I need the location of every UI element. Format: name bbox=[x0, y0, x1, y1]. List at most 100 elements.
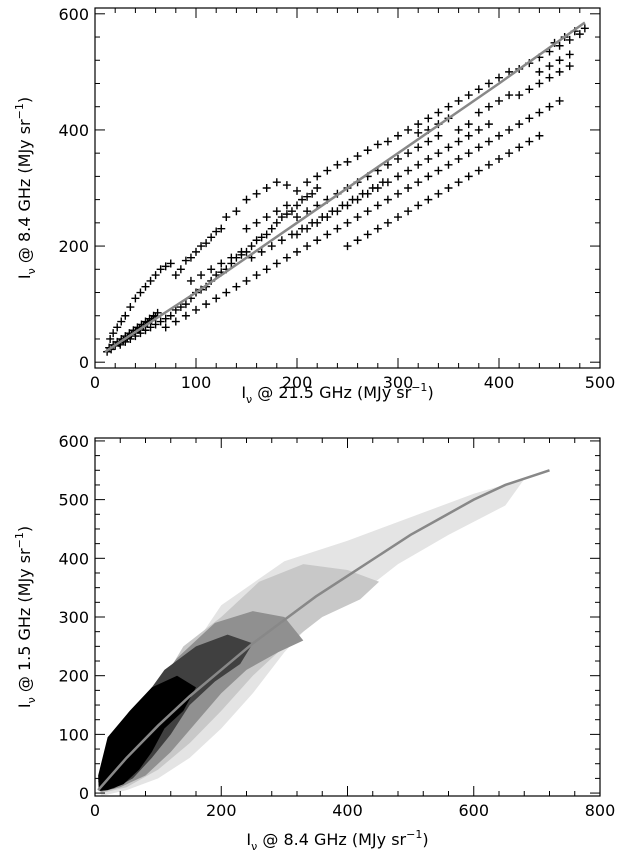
x-axis-label: Iν @ 8.4 GHz (MJy sr−1) bbox=[246, 828, 428, 853]
scatter-point bbox=[353, 213, 362, 222]
scatter-point bbox=[287, 230, 296, 239]
fit-line bbox=[104, 21, 586, 353]
scatter-point bbox=[373, 224, 382, 233]
scatter-point bbox=[348, 195, 357, 204]
scatter-point bbox=[424, 195, 433, 204]
scatter-point bbox=[197, 242, 206, 251]
scatter-point bbox=[434, 189, 443, 198]
scatter-point bbox=[414, 128, 423, 137]
scatter-point bbox=[505, 149, 514, 158]
scatter-point bbox=[166, 259, 175, 268]
scatter-point bbox=[313, 236, 322, 245]
scatter-point bbox=[515, 91, 524, 100]
scatter-point bbox=[434, 108, 443, 117]
scatter-point bbox=[484, 120, 493, 129]
scatter-point bbox=[106, 334, 115, 343]
scatter-point bbox=[414, 143, 423, 152]
scatter-point bbox=[565, 62, 574, 71]
scatter-point bbox=[495, 154, 503, 163]
scatter-point bbox=[555, 67, 564, 76]
scatter-point bbox=[117, 317, 126, 326]
scatter-point bbox=[181, 311, 190, 320]
scatter-point bbox=[308, 218, 317, 227]
scatter-point bbox=[252, 218, 261, 227]
scatter-point bbox=[156, 317, 165, 326]
scatter-point bbox=[113, 323, 122, 332]
scatter-point bbox=[141, 326, 150, 335]
scatter-point bbox=[151, 271, 160, 280]
scatter-point bbox=[308, 189, 317, 198]
scatter-point bbox=[358, 189, 367, 198]
x-tick-label: 0 bbox=[90, 373, 100, 392]
scatter-point bbox=[121, 311, 130, 320]
scatter-point bbox=[131, 294, 140, 303]
x-tick-label: 200 bbox=[206, 801, 237, 820]
scatter-point bbox=[505, 67, 514, 76]
x-tick-label: 600 bbox=[458, 801, 489, 820]
y-tick-label: 300 bbox=[58, 608, 89, 627]
scatter-point bbox=[161, 262, 170, 271]
scatter-point bbox=[555, 41, 564, 50]
scatter-point bbox=[454, 178, 463, 187]
scatter-point bbox=[525, 114, 534, 123]
scatter-point bbox=[262, 184, 271, 192]
density-layers bbox=[98, 479, 525, 796]
scatter-point bbox=[545, 102, 554, 111]
y-tick-label: 400 bbox=[58, 121, 89, 140]
scatter-point bbox=[242, 195, 251, 204]
y-tick-label: 200 bbox=[58, 237, 89, 256]
scatter-point bbox=[109, 329, 118, 338]
scatter-point bbox=[484, 160, 493, 169]
scatter-point bbox=[525, 85, 534, 94]
scatter-point bbox=[161, 314, 170, 323]
heatmap-panel: 0 200 400 600 800 0 100 200 300 400 500 600 Iν @ 8.4… bbox=[13, 432, 615, 853]
x-tick-label: 400 bbox=[332, 801, 363, 820]
scatter-point bbox=[277, 236, 286, 245]
scatter-point bbox=[146, 323, 155, 332]
scatter-point bbox=[404, 184, 413, 192]
scatter-point bbox=[303, 178, 312, 187]
scatter-point bbox=[383, 160, 392, 169]
scatter-point bbox=[394, 213, 402, 222]
scatter-point bbox=[368, 184, 377, 192]
scatter-point bbox=[146, 276, 155, 285]
scatter-point bbox=[434, 131, 443, 140]
scatter-point bbox=[474, 166, 483, 175]
scatter-point bbox=[414, 120, 423, 129]
x-tick-label: 400 bbox=[484, 373, 515, 392]
scatter-point bbox=[237, 247, 246, 256]
scatter-point bbox=[303, 242, 312, 251]
scatter-point bbox=[394, 172, 402, 181]
scatter-point bbox=[126, 303, 135, 312]
scatter-point bbox=[404, 166, 413, 175]
scatter-point bbox=[474, 108, 483, 117]
y-tick-label: 600 bbox=[58, 5, 89, 24]
y-tick-label: 500 bbox=[58, 491, 89, 510]
scatter-point bbox=[383, 195, 392, 204]
scatter-point bbox=[257, 247, 266, 256]
scatter-point bbox=[323, 230, 332, 239]
scatter-point bbox=[197, 271, 206, 280]
scatter-point bbox=[293, 213, 301, 222]
scatter-point bbox=[186, 253, 195, 262]
scatter-point bbox=[192, 247, 200, 256]
scatter-point bbox=[343, 218, 352, 227]
scatter-point bbox=[378, 178, 387, 187]
scatter-point bbox=[454, 137, 463, 146]
scatter-point bbox=[464, 120, 473, 129]
scatter-point bbox=[136, 288, 145, 297]
scatter-points bbox=[103, 24, 589, 356]
fit-curve bbox=[97, 469, 550, 791]
scatter-point bbox=[171, 317, 180, 326]
x-axis-label: Iν @ 21.5 GHz (MJy sr−1) bbox=[241, 381, 433, 406]
scatter-point bbox=[242, 224, 251, 233]
scatter-point bbox=[535, 131, 544, 140]
y-tick-label: 200 bbox=[58, 667, 89, 686]
scatter-point bbox=[495, 96, 503, 105]
scatter-point bbox=[474, 85, 483, 94]
scatter-point bbox=[464, 172, 473, 181]
scatter-point bbox=[293, 201, 301, 210]
scatter-point bbox=[424, 154, 433, 163]
scatter-point bbox=[277, 213, 286, 222]
scatter-point bbox=[424, 172, 433, 181]
